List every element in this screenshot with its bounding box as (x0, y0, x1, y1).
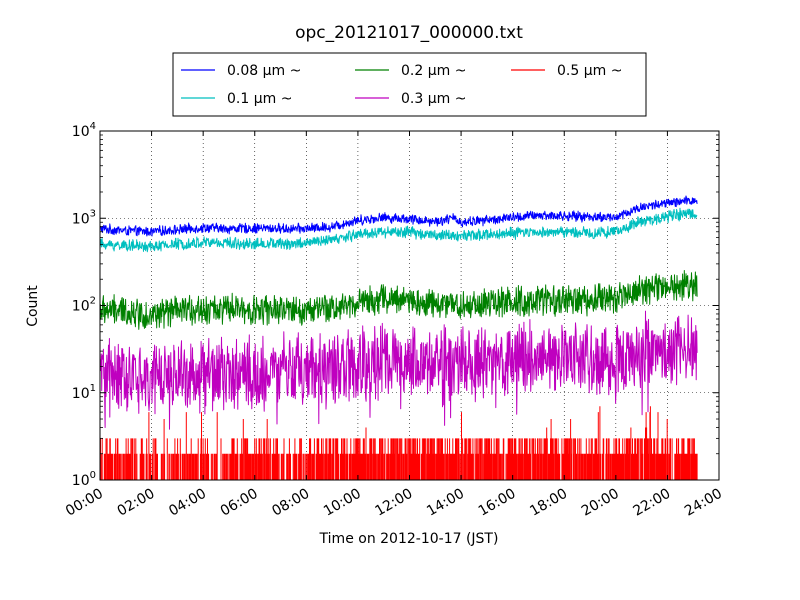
series-layer (99, 195, 698, 480)
y-axis-label: Count (25, 285, 41, 327)
y-tick-label: 103 (72, 208, 96, 227)
x-axis-label: Time on 2012-10-17 (JST) (319, 531, 499, 547)
y-axis-ticks: 100 101 102 103 104 (72, 121, 719, 489)
series-0-1-m-line (99, 207, 698, 253)
series-0-3-m-line (99, 310, 698, 430)
chart-title: opc_20121017_000000.txt (295, 23, 523, 43)
legend-frame (172, 52, 647, 117)
legend: 0.08 μm ~ 0.1 μm ~ 0.2 μm ~ 0.3 μm ~ 0.5 μm … (172, 52, 647, 117)
legend-label-0-1-m: 0.1 μm ~ (227, 91, 292, 107)
y-tick-label: 102 (72, 296, 96, 315)
legend-label-0-2-m: 0.2 μm ~ (401, 63, 466, 79)
y-tick-label: 101 (72, 383, 96, 402)
series-0-5-m-line (100, 406, 698, 480)
series-0-2-m-line (99, 270, 698, 330)
legend-label-0-5-m: 0.5 μm ~ (557, 63, 622, 79)
series-0-08-m-line (99, 195, 698, 237)
legend-label-0-08-m: 0.08 μm ~ (227, 63, 301, 79)
legend-label-0-3-m: 0.3 μm ~ (401, 91, 466, 107)
y-tick-label: 100 (72, 470, 96, 489)
y-tick-label: 104 (72, 121, 96, 140)
